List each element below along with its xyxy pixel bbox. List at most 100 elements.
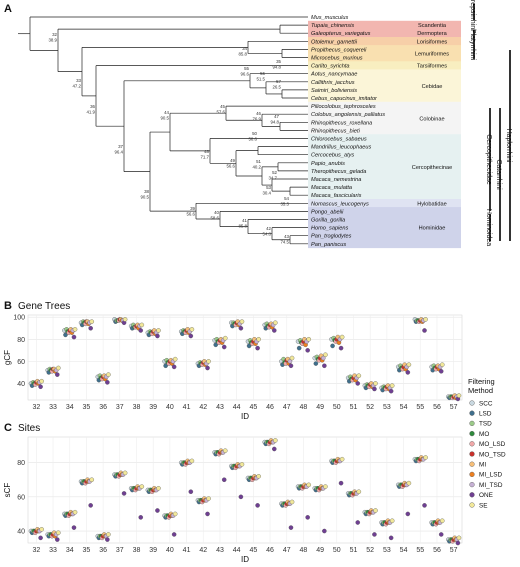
data-point — [122, 317, 128, 322]
node-id: 33 — [76, 78, 81, 83]
taxon-label: Tupaia_chinensis — [311, 23, 354, 29]
gene-trees-plot: B Gene Trees 40 60 80 100 32 33 34 35 36 37 38 39 40 41… — [3, 300, 463, 421]
node-score: 26.5 — [272, 85, 281, 90]
legend-label: LSD — [479, 411, 492, 418]
node-score: 96.4 — [114, 150, 123, 155]
node-score: 90.5 — [140, 195, 149, 200]
node-id: 49 — [230, 158, 235, 163]
sites-plot: C Sites 40 60 80 32 33 34 35 36 37 38 39 40 41 42 43 44 45… — [3, 422, 463, 564]
data-point — [322, 363, 327, 369]
y-tick-label: 100 — [13, 315, 25, 322]
node-score: 40.2 — [252, 165, 261, 170]
data-point — [188, 333, 194, 339]
x-tick-label: 42 — [199, 547, 207, 554]
taxon-label: Nomascus_leucogenys — [311, 201, 369, 207]
legend-swatch — [469, 420, 475, 427]
x-tick-label: 51 — [350, 547, 358, 554]
taxon-label: Macaca_mulatta — [311, 185, 352, 191]
legend-swatch — [469, 441, 475, 447]
data-point — [72, 327, 78, 332]
y-axis-label: gCF — [3, 350, 12, 365]
legend-label: MO_LSD — [479, 441, 506, 448]
legend-swatch — [469, 471, 475, 478]
taxon-label: Galeopterus_variegatus — [311, 31, 371, 37]
data-point — [222, 335, 228, 341]
group-band — [308, 45, 461, 62]
data-point — [171, 364, 177, 370]
taxon-label: Pan_troglodytes — [311, 234, 352, 240]
x-tick-label: 48 — [300, 547, 308, 554]
group-label: Cercopithecinae — [412, 165, 452, 171]
data-point — [88, 325, 93, 331]
data-point — [205, 365, 210, 371]
taxon-label: Papio_anubis — [311, 161, 345, 167]
data-point — [305, 348, 310, 353]
legend-label: MO_TSD — [479, 451, 506, 458]
x-tick-label: 39 — [149, 404, 157, 411]
x-tick-label: 32 — [32, 547, 40, 554]
clade-label: Haplorrhini — [505, 129, 512, 163]
legend-label: SCC — [479, 400, 493, 407]
x-axis-label: ID — [241, 555, 249, 564]
data-point — [356, 489, 362, 494]
node-id: 34 — [242, 46, 247, 51]
y-tick-label: 60 — [17, 494, 25, 501]
x-tick-label: 35 — [83, 404, 91, 411]
x-tick-label: 33 — [49, 547, 57, 554]
data-point — [106, 372, 111, 377]
node-score: 38.9 — [48, 38, 57, 43]
x-tick-label: 51 — [350, 404, 358, 411]
node-score: 94.8 — [270, 120, 279, 125]
data-point — [56, 365, 61, 371]
x-tick-label: 34 — [66, 547, 74, 554]
clade-label: Catarrhini — [495, 159, 502, 190]
data-point — [172, 356, 178, 362]
data-point — [105, 380, 110, 385]
taxon-label: Aotus_nancymaae — [310, 72, 357, 78]
taxon-label: Homo_sapiens — [311, 226, 349, 232]
group-label: Colobinae — [419, 116, 444, 122]
node-score: 58.6 — [248, 137, 257, 142]
panel-title: Sites — [18, 423, 40, 434]
data-point — [239, 462, 245, 467]
node-id: 36 — [90, 104, 95, 109]
node-id: 47 — [274, 114, 279, 119]
data-point — [388, 535, 394, 541]
node-score: 34.7 — [268, 176, 277, 181]
data-point — [205, 511, 210, 517]
data-point — [39, 378, 44, 384]
legend-swatch — [469, 410, 475, 416]
data-point — [171, 532, 177, 537]
data-point — [156, 486, 161, 491]
data-point — [330, 343, 335, 349]
node-id: 43 — [284, 234, 289, 239]
data-point — [255, 345, 260, 351]
legend-swatch — [469, 461, 475, 467]
x-tick-label: 55 — [416, 404, 424, 411]
group-label: Lorisiformes — [417, 39, 448, 45]
data-point — [273, 438, 278, 443]
data-point — [456, 393, 462, 398]
group-band — [308, 199, 461, 208]
x-tick-label: 57 — [450, 547, 458, 554]
data-point — [213, 342, 218, 348]
group-label: Hylobatidae — [417, 201, 447, 207]
x-tick-label: 45 — [249, 404, 257, 411]
data-point — [321, 355, 326, 361]
legend-swatch — [469, 451, 475, 457]
data-point — [373, 508, 378, 513]
taxon-label: Theropithecus_gelada — [311, 169, 366, 175]
taxon-label: Piliocolobus_tephrosceles — [311, 104, 376, 110]
clade-label: Hominoidea — [485, 209, 492, 246]
group-band — [308, 134, 461, 200]
legend-swatch — [469, 431, 475, 437]
node-id: 35 — [276, 59, 281, 64]
data-point — [323, 484, 328, 489]
x-tick-label: 42 — [199, 404, 207, 411]
panel-letter: C — [4, 422, 12, 434]
node-score: 85.8 — [238, 52, 247, 57]
node-score: 41.9 — [86, 110, 95, 115]
node-score: 35.3 — [280, 202, 289, 207]
node-id: 40 — [214, 210, 219, 215]
taxon-label: Rhinopithecus_bieti — [311, 128, 361, 134]
